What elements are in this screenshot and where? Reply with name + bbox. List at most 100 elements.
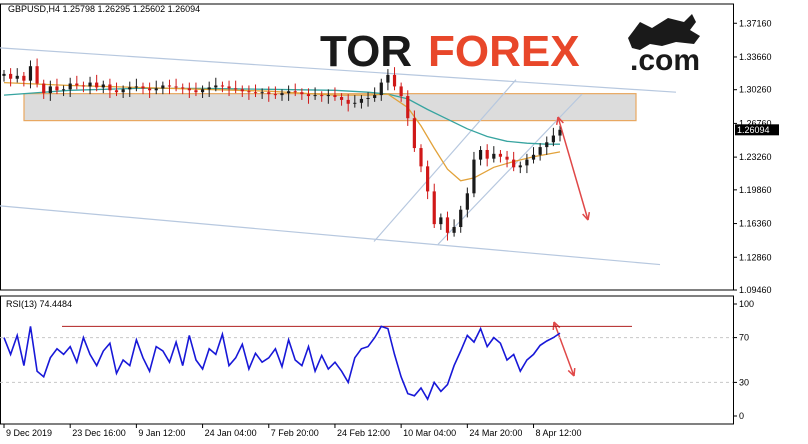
time-tick-label: 8 Apr 12:00	[536, 428, 582, 438]
candle-body	[141, 86, 145, 89]
bull-icon	[628, 14, 700, 50]
time-tick-label: 23 Dec 16:00	[72, 428, 126, 438]
candle-body	[339, 97, 344, 100]
rsi-axis: 100 70 30 0	[733, 299, 754, 421]
rsi-arrow-head-end	[567, 367, 576, 377]
rsi-levels	[0, 325, 733, 383]
candle-body	[545, 142, 549, 148]
candle-body	[108, 84, 112, 91]
logo-forex-text: FOREX	[428, 27, 580, 76]
candle-body	[525, 159, 529, 166]
candle-body	[419, 148, 423, 167]
candle-body	[359, 98, 364, 103]
candle-body	[300, 92, 304, 95]
candle-body	[472, 159, 476, 194]
candle-body	[121, 89, 125, 93]
candle-body	[35, 66, 39, 84]
candle-body	[200, 89, 205, 93]
candle-body	[320, 95, 324, 97]
current-price-label: 1.26094	[737, 125, 770, 135]
candle-body	[75, 83, 79, 86]
symbol-header: GBPUSD,H4 1.25798 1.26295 1.25602 1.2609…	[8, 4, 200, 14]
candle-body	[42, 83, 46, 94]
candle-body	[68, 83, 72, 90]
price-tick-label: 1.12860	[739, 252, 772, 262]
candle-body	[148, 88, 152, 91]
candle-body	[399, 86, 403, 97]
time-tick-label: 9 Dec 2019	[6, 428, 52, 438]
resistance-zone	[23, 93, 637, 122]
candle-body	[287, 91, 291, 94]
candle-body	[313, 95, 317, 97]
candle-body	[114, 90, 119, 93]
candle-body	[234, 88, 238, 90]
logo-com-text: .com	[630, 44, 700, 77]
candle-body	[267, 92, 271, 95]
candle-body	[154, 88, 158, 91]
candle-body	[88, 82, 92, 87]
candle-body	[48, 86, 52, 94]
channel-line-2	[373, 79, 517, 242]
candle-body	[101, 84, 105, 88]
price-arrow-head-end	[582, 211, 591, 221]
candle-body	[452, 227, 456, 233]
candle-body	[128, 87, 132, 90]
current-price-label-bg	[735, 124, 779, 136]
time-tick-label: 9 Jan 12:00	[138, 428, 185, 438]
rsi-title: RSI(13) 74.4484	[6, 299, 72, 309]
candle-body	[28, 66, 33, 81]
candle-body	[167, 85, 172, 87]
time-tick-label: 24 Feb 12:00	[337, 428, 390, 438]
candle-body	[81, 85, 86, 87]
price-arrow-shaft	[557, 116, 589, 221]
candle-body	[558, 129, 562, 136]
candle-body	[333, 95, 337, 98]
price-tick-label: 1.09460	[739, 285, 772, 295]
channel-line-1	[0, 205, 661, 266]
candle-body	[505, 156, 509, 160]
price-arrow-head-start	[555, 116, 564, 126]
price-tick-label: 1.33660	[739, 52, 772, 62]
price-tick-label: 1.37160	[739, 18, 772, 28]
time-tick-label: 24 Jan 04:00	[205, 428, 257, 438]
rsi-arrow-shaft	[553, 321, 575, 377]
candle-body	[15, 75, 19, 79]
logo-tor-text: TOR	[320, 27, 412, 76]
candle-body	[512, 159, 516, 168]
candle-body	[392, 74, 397, 87]
rsi-tick-label: 30	[739, 377, 749, 387]
price-tick-label: 1.19860	[739, 185, 772, 195]
candle-body	[227, 86, 231, 89]
candle-body	[538, 147, 542, 155]
rsi-tick-label: 100	[739, 299, 754, 309]
candle-body	[492, 153, 496, 159]
candle-body	[551, 135, 555, 143]
time-axis: 9 Dec 2019 23 Dec 16:00 9 Jan 12:00 24 Jan …	[3, 424, 582, 438]
candle-body	[22, 75, 26, 81]
torforex-logo: TOR FOREX .com	[320, 14, 700, 77]
candle-body	[207, 87, 211, 90]
main-panel-frame	[0, 3, 734, 291]
rsi-line	[3, 325, 561, 402]
candle-body	[247, 91, 251, 93]
price-tick-label: 1.26760	[739, 118, 772, 128]
candle-body	[134, 86, 138, 88]
time-tick-label: 7 Feb 20:00	[271, 428, 319, 438]
candle-body	[9, 73, 13, 79]
candle-body	[273, 94, 277, 96]
candle-body	[432, 191, 436, 225]
price-tick-label: 1.30260	[739, 85, 772, 95]
candle-body	[379, 82, 383, 96]
candle-body	[366, 97, 370, 99]
price-candles	[2, 58, 562, 241]
candle-body	[498, 153, 503, 157]
rsi-panel-frame	[0, 295, 734, 425]
candle-body	[260, 92, 264, 94]
candle-body	[174, 86, 178, 88]
candle-body	[353, 102, 357, 104]
candle-body	[253, 92, 258, 94]
candle-body	[445, 217, 450, 233]
candle-body	[220, 85, 225, 87]
candle-body	[280, 93, 284, 96]
